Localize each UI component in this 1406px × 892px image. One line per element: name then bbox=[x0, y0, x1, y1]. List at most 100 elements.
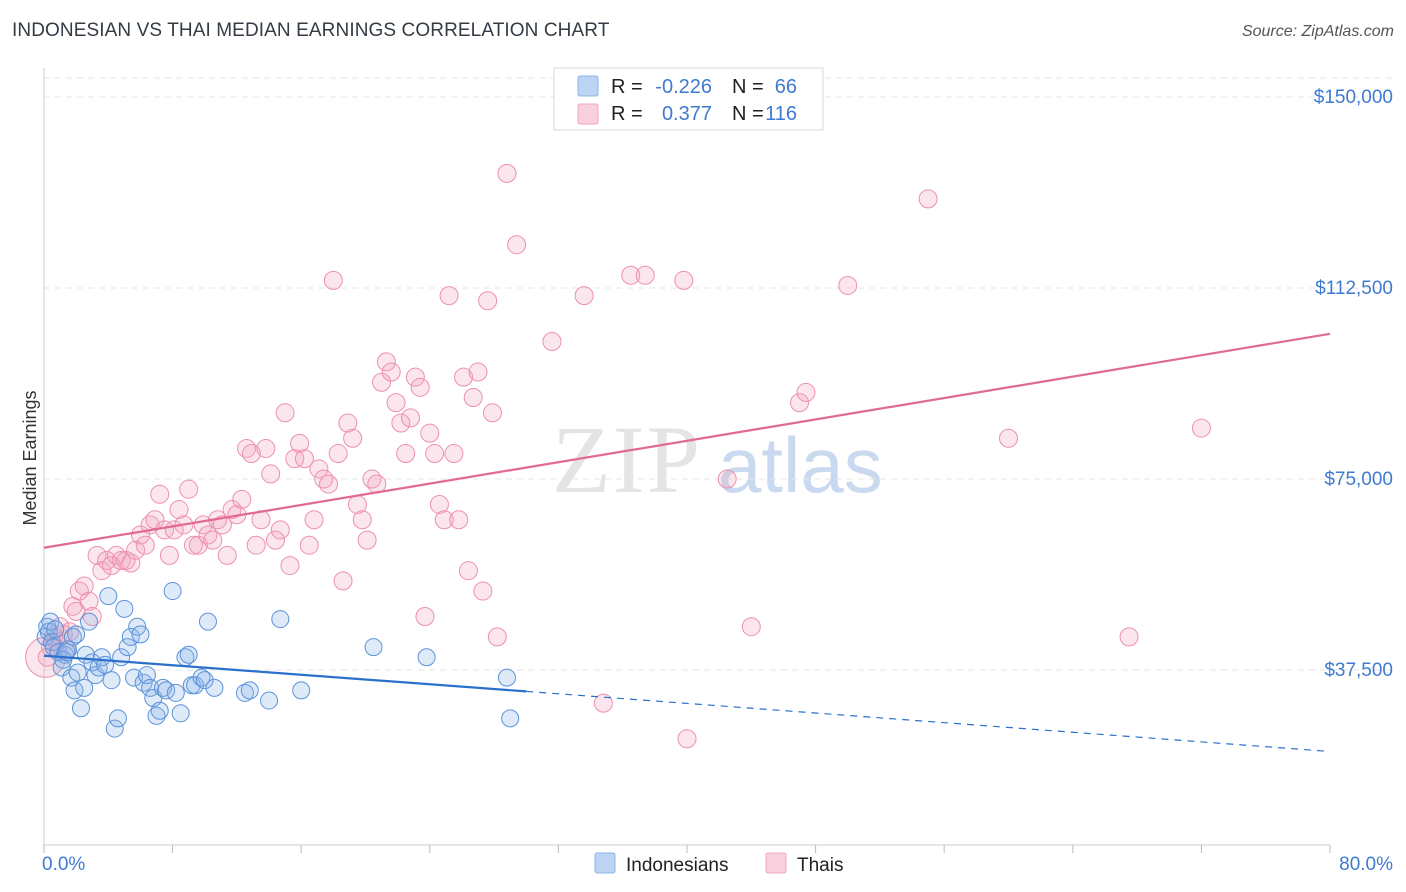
thai-point-70 bbox=[357, 530, 377, 550]
legend-n-label-thais: N = bbox=[732, 103, 764, 125]
watermark: ZIP atlas bbox=[552, 406, 883, 513]
thai-point-89 bbox=[449, 510, 469, 530]
thai-point-67 bbox=[343, 428, 363, 448]
thai-point-84 bbox=[425, 444, 445, 464]
indonesian-point-17 bbox=[63, 627, 82, 646]
y-tick-label-3: $150,000 bbox=[1314, 87, 1393, 108]
thai-point-40 bbox=[212, 515, 232, 535]
thai-point-38 bbox=[203, 530, 223, 550]
thai-point-98 bbox=[497, 163, 517, 183]
thai-point-83 bbox=[420, 423, 440, 443]
thai-point-63 bbox=[323, 270, 343, 290]
thai-point-69 bbox=[352, 510, 372, 530]
x-tick-label-start: 0.0% bbox=[42, 854, 85, 875]
indonesian-point-60 bbox=[364, 638, 383, 657]
thai-point-111 bbox=[999, 428, 1018, 448]
thai-point-50 bbox=[261, 464, 281, 484]
source-label: Source: ZipAtlas.com bbox=[1241, 23, 1394, 40]
thai-point-107 bbox=[790, 393, 810, 413]
indonesian-point-28 bbox=[108, 709, 127, 728]
legend-r-value-indonesians: -0.226 bbox=[655, 76, 712, 98]
thai-point-101 bbox=[574, 286, 594, 306]
thai-point-114 bbox=[593, 693, 613, 713]
thai-point-21 bbox=[121, 553, 141, 573]
thai-point-97 bbox=[487, 627, 507, 647]
y-axis-label: Median Earnings bbox=[20, 390, 40, 525]
legend-r-label-thais: R = bbox=[611, 103, 643, 125]
thai-point-22 bbox=[126, 540, 146, 560]
thai-point-93 bbox=[468, 362, 488, 382]
thai-point-35 bbox=[188, 535, 208, 555]
watermark-atlas: atlas bbox=[718, 421, 883, 509]
thai-point-62 bbox=[319, 474, 339, 494]
thai-point-113 bbox=[1191, 418, 1211, 438]
legend-swatch-thais bbox=[577, 103, 599, 125]
thai-point-56 bbox=[290, 433, 310, 453]
thai-point-14 bbox=[87, 545, 107, 565]
bottom-swatch-thais bbox=[765, 852, 787, 874]
thai-point-13 bbox=[82, 607, 102, 627]
thai-point-82 bbox=[415, 607, 435, 627]
thai-point-12 bbox=[79, 591, 99, 611]
thai-point-92 bbox=[463, 388, 483, 408]
thai-point-105 bbox=[677, 729, 697, 749]
indonesian-point-46 bbox=[171, 704, 190, 723]
indonesian-point-57 bbox=[260, 691, 279, 710]
indonesian-point-63 bbox=[501, 709, 520, 728]
legend-n-value-thais: 116 bbox=[765, 103, 797, 125]
indonesian-point-13 bbox=[68, 663, 87, 682]
thai-point-85 bbox=[429, 494, 449, 514]
thai-point-104 bbox=[674, 270, 694, 290]
thai-point-44 bbox=[232, 489, 252, 509]
indonesian-point-50 bbox=[186, 676, 205, 695]
thai-point-49 bbox=[256, 438, 276, 458]
thai-point-11 bbox=[74, 576, 94, 596]
indonesian-point-58 bbox=[271, 610, 290, 629]
thai-point-108 bbox=[796, 382, 816, 402]
indonesian-point-56 bbox=[240, 681, 259, 700]
thai-point-94 bbox=[473, 581, 493, 601]
thai-point-115 bbox=[717, 469, 737, 489]
indonesian-point-53 bbox=[198, 612, 217, 631]
thai-point-81 bbox=[410, 377, 430, 397]
x-tick-label-end: 80.0% bbox=[1339, 854, 1393, 875]
thai-point-27 bbox=[150, 484, 170, 504]
indonesian-point-27 bbox=[105, 719, 124, 738]
thai-point-53 bbox=[275, 403, 295, 423]
thai-point-79 bbox=[401, 408, 421, 428]
y-tick-label-2: $112,500 bbox=[1315, 278, 1393, 299]
thai-point-88 bbox=[444, 444, 464, 464]
thais-trend-line bbox=[43, 332, 1331, 549]
indonesian-point-30 bbox=[115, 599, 134, 618]
indonesian-point-55 bbox=[235, 683, 254, 702]
thai-point-58 bbox=[299, 535, 319, 555]
indonesian-point-6 bbox=[46, 620, 65, 639]
legend-box bbox=[553, 67, 824, 131]
thai-point-95 bbox=[478, 291, 498, 311]
thai-point-66 bbox=[338, 413, 358, 433]
legend-r-value-thais: 0.377 bbox=[662, 103, 712, 125]
thai-point-17 bbox=[102, 556, 122, 576]
thai-point-86 bbox=[434, 510, 454, 530]
indonesian-point-51 bbox=[192, 668, 211, 687]
thai-point-102 bbox=[621, 265, 641, 285]
indonesian-point-38 bbox=[141, 678, 160, 697]
thai-point-90 bbox=[454, 367, 474, 387]
indonesian-point-40 bbox=[147, 706, 166, 725]
thai-point-20 bbox=[116, 550, 136, 570]
bottom-legend-thais: Thais bbox=[797, 855, 843, 876]
thai-point-91 bbox=[458, 561, 478, 581]
indonesian-point-65 bbox=[67, 625, 86, 644]
indonesian-point-31 bbox=[118, 638, 137, 657]
thai-point-78 bbox=[396, 444, 416, 464]
indonesian-point-15 bbox=[75, 678, 94, 697]
indonesians-trend-line bbox=[43, 654, 527, 693]
thai-point-46 bbox=[241, 444, 261, 464]
indonesian-point-45 bbox=[166, 683, 185, 702]
indonesian-point-35 bbox=[131, 625, 150, 644]
legend-n-value-indonesians: 66 bbox=[775, 76, 797, 98]
indonesian-point-25 bbox=[99, 587, 118, 606]
thai-point-75 bbox=[381, 362, 401, 382]
trend-lines bbox=[43, 332, 1331, 753]
